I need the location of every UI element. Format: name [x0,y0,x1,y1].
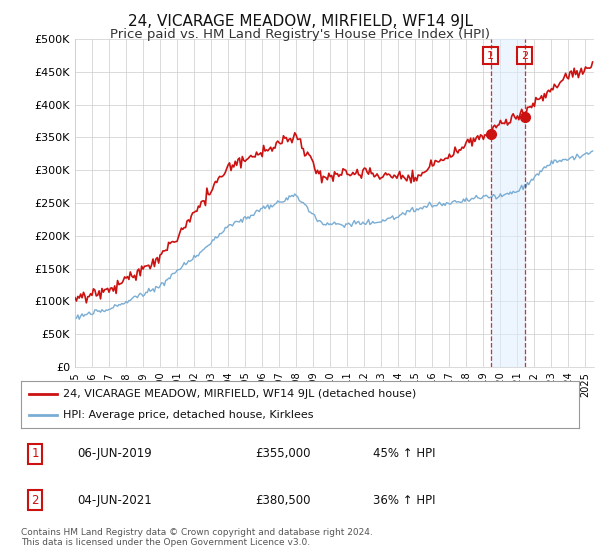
Text: 45% ↑ HPI: 45% ↑ HPI [373,447,435,460]
Text: HPI: Average price, detached house, Kirklees: HPI: Average price, detached house, Kirk… [63,410,313,420]
Text: 1: 1 [31,447,39,460]
Text: Price paid vs. HM Land Registry's House Price Index (HPI): Price paid vs. HM Land Registry's House … [110,28,490,41]
Text: £355,000: £355,000 [256,447,311,460]
Text: 24, VICARAGE MEADOW, MIRFIELD, WF14 9JL (detached house): 24, VICARAGE MEADOW, MIRFIELD, WF14 9JL … [63,389,416,399]
Text: 04-JUN-2021: 04-JUN-2021 [77,494,152,507]
Text: 06-JUN-2019: 06-JUN-2019 [77,447,152,460]
Text: £380,500: £380,500 [256,494,311,507]
Text: 36% ↑ HPI: 36% ↑ HPI [373,494,435,507]
Text: 1: 1 [487,50,494,60]
Bar [491,39,524,367]
Text: 2: 2 [521,50,528,60]
Text: 2: 2 [31,494,39,507]
Text: 24, VICARAGE MEADOW, MIRFIELD, WF14 9JL: 24, VICARAGE MEADOW, MIRFIELD, WF14 9JL [128,14,473,29]
Text: Contains HM Land Registry data © Crown copyright and database right 2024.
This d: Contains HM Land Registry data © Crown c… [21,528,373,547]
